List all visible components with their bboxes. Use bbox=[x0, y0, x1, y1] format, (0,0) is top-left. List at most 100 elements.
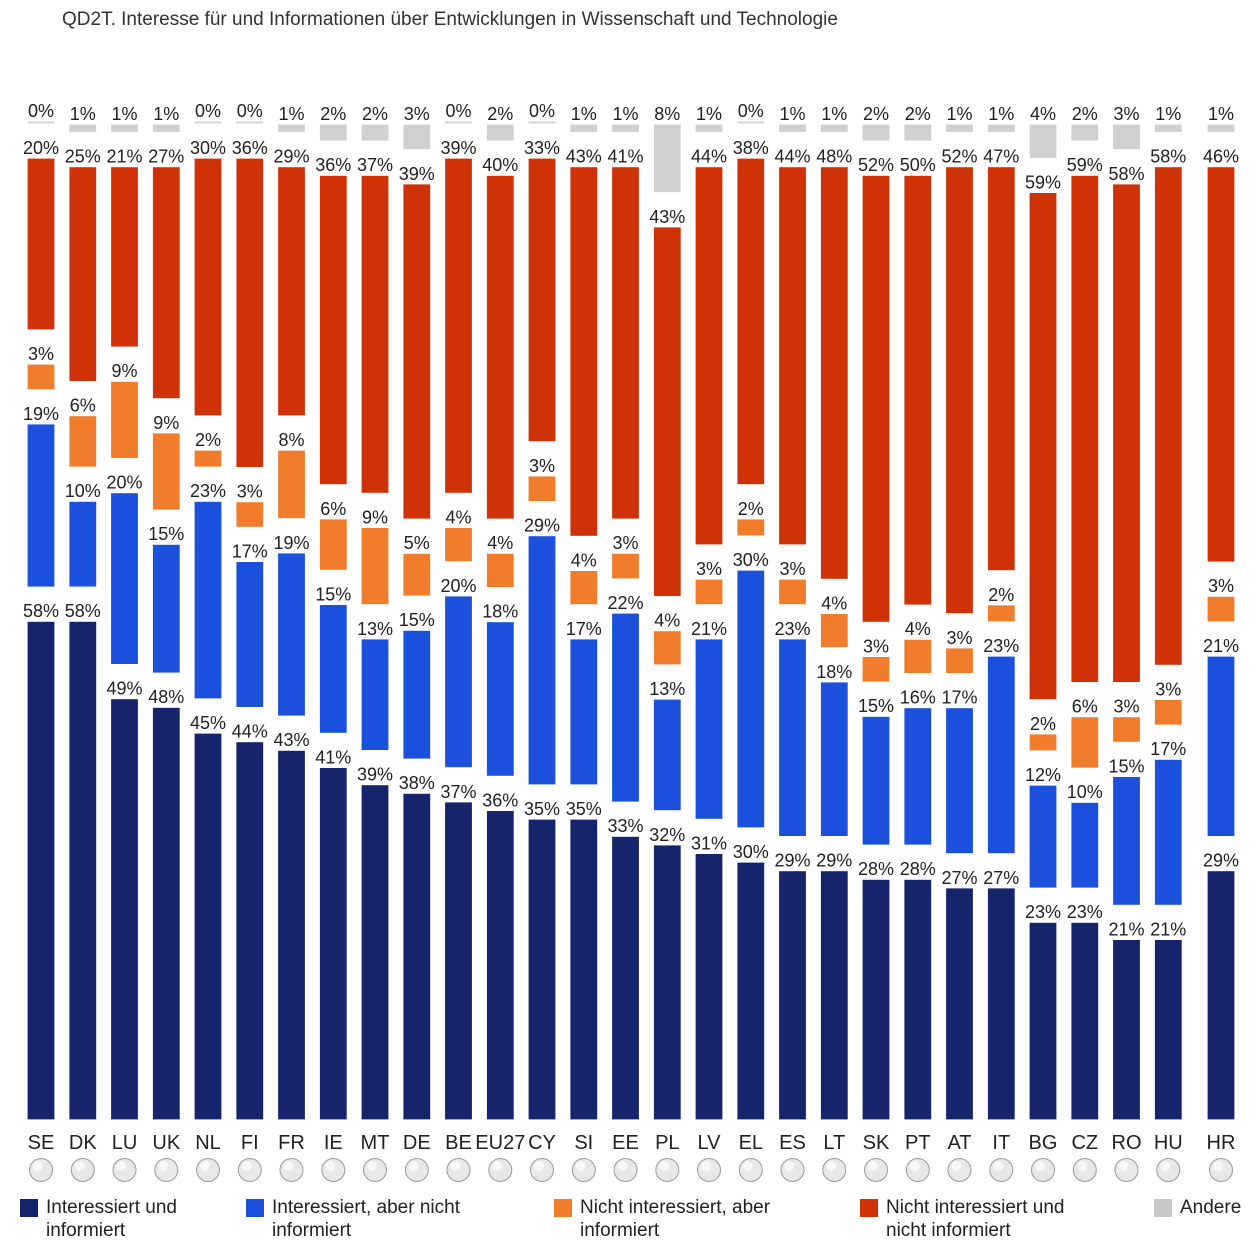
bar-lt-series-2 bbox=[819, 681, 849, 838]
value-label-lv-series-4: 44% bbox=[691, 147, 727, 167]
value-label-lu-series-1: 49% bbox=[106, 679, 142, 699]
bar-nl-series-3 bbox=[193, 449, 223, 468]
value-label-cz-series-4: 59% bbox=[1067, 155, 1103, 175]
bar-mt-series-3 bbox=[360, 526, 390, 606]
value-label-it-series-5: 1% bbox=[988, 104, 1014, 124]
value-label-pl-series-4: 43% bbox=[649, 207, 685, 227]
value-label-dk-series-4: 25% bbox=[65, 147, 101, 167]
flag-be-icon bbox=[446, 1158, 471, 1182]
value-label-es-series-4: 44% bbox=[774, 147, 810, 167]
bar-si-series-2 bbox=[569, 638, 599, 786]
value-label-de-series-5: 3% bbox=[404, 104, 430, 124]
value-label-be-series-5: 0% bbox=[445, 101, 471, 121]
bar-es-series-3 bbox=[777, 578, 808, 606]
bar-si-series-5 bbox=[569, 123, 599, 134]
legend-label: Nicht interessiert, aber informiert bbox=[580, 1197, 771, 1241]
bar-at-series-3 bbox=[944, 647, 975, 675]
bar-nl-series-4 bbox=[193, 157, 223, 417]
category-label-de: DE bbox=[403, 1132, 431, 1154]
value-label-fr-series-3: 8% bbox=[278, 430, 304, 450]
legend-label: Interessiert, aber nicht informiert bbox=[272, 1197, 460, 1241]
bar-lt-series-5 bbox=[819, 123, 849, 134]
value-label-nl-series-3: 2% bbox=[195, 430, 221, 450]
value-labels-layer: 58% 19% 3% 20% 0% 58% 10% 6% 25% 1% 49% 20% 9% 21% 1% 4… bbox=[23, 101, 1239, 939]
flag-si-icon bbox=[571, 1158, 596, 1182]
value-label-si-series-2: 17% bbox=[566, 619, 602, 639]
value-label-sk-series-1: 28% bbox=[858, 859, 894, 879]
bar-ee-series-2 bbox=[610, 612, 641, 803]
bar-fi-series-1 bbox=[235, 740, 265, 1121]
value-label-lt-series-1: 29% bbox=[816, 851, 852, 871]
category-label-sk: SK bbox=[863, 1132, 890, 1154]
bar-dk-series-2 bbox=[68, 500, 98, 588]
value-label-ee-series-4: 41% bbox=[607, 147, 643, 167]
bar-es-series-2 bbox=[777, 638, 808, 838]
value-label-lu-series-3: 9% bbox=[111, 361, 137, 381]
legend-item-3: Nicht interessiert, aber informiert bbox=[554, 1196, 770, 1242]
bar-cz-series-2 bbox=[1070, 801, 1100, 889]
value-label-eu27-series-3: 4% bbox=[487, 533, 513, 553]
bar-fi-series-2 bbox=[235, 560, 265, 709]
bar-se-series-3 bbox=[26, 363, 56, 391]
value-label-de-series-3: 5% bbox=[404, 533, 430, 553]
value-label-fi-series-3: 3% bbox=[237, 482, 263, 502]
value-label-dk-series-3: 6% bbox=[70, 396, 96, 416]
category-label-at: AT bbox=[947, 1132, 971, 1154]
bar-es-series-1 bbox=[777, 869, 808, 1121]
flag-nl-icon bbox=[196, 1158, 220, 1182]
grey-square-icon bbox=[1154, 1199, 1172, 1217]
bar-fr-series-3 bbox=[276, 449, 307, 520]
legend-item-2: Interessiert, aber nicht informiert bbox=[246, 1196, 460, 1242]
bar-nl-series-1 bbox=[193, 732, 223, 1121]
category-label-ie: IE bbox=[324, 1132, 343, 1154]
bar-it-series-1 bbox=[986, 887, 1016, 1121]
value-label-ee-series-1: 33% bbox=[607, 816, 643, 836]
value-label-fr-series-1: 43% bbox=[273, 730, 309, 750]
value-label-se-series-5: 0% bbox=[28, 101, 54, 121]
bar-el-series-3 bbox=[736, 518, 766, 537]
legend-item-5: Andere bbox=[1154, 1196, 1241, 1219]
category-label-pl: PL bbox=[655, 1132, 679, 1154]
bar-es-series-5 bbox=[777, 123, 808, 134]
bar-fr-series-2 bbox=[276, 552, 307, 717]
value-label-hu-series-4: 58% bbox=[1150, 147, 1186, 167]
category-label-el: EL bbox=[739, 1132, 763, 1154]
value-label-lv-series-3: 3% bbox=[696, 559, 722, 579]
value-label-ie-series-2: 15% bbox=[315, 584, 351, 604]
bar-eu27-series-5 bbox=[485, 123, 515, 142]
value-label-pt-series-4: 50% bbox=[900, 155, 936, 175]
value-label-cy-series-2: 29% bbox=[524, 516, 560, 536]
category-label-mt: MT bbox=[361, 1132, 390, 1154]
category-label-uk: UK bbox=[152, 1132, 180, 1154]
value-label-lu-series-5: 1% bbox=[111, 104, 137, 124]
category-label-si: SI bbox=[574, 1132, 593, 1154]
value-label-pt-series-2: 16% bbox=[900, 688, 936, 708]
bar-lu-series-1 bbox=[109, 697, 140, 1121]
value-label-dk-series-1: 58% bbox=[65, 601, 101, 621]
category-label-cz: CZ bbox=[1071, 1132, 1098, 1154]
bar-hr-series-3 bbox=[1206, 595, 1236, 623]
flag-eu-icon bbox=[488, 1158, 513, 1182]
bar-fi-series-5 bbox=[235, 120, 265, 125]
value-label-fi-series-4: 36% bbox=[232, 138, 268, 158]
bar-de-series-5 bbox=[402, 123, 432, 151]
value-label-eu27-series-2: 18% bbox=[482, 602, 518, 622]
bar-mt-series-1 bbox=[360, 783, 390, 1121]
bar-ro-series-5 bbox=[1111, 123, 1142, 151]
bar-ie-series-3 bbox=[318, 518, 348, 571]
value-label-bg-series-4: 59% bbox=[1025, 172, 1061, 192]
value-label-sk-series-3: 3% bbox=[863, 636, 889, 656]
bar-el-series-2 bbox=[736, 569, 766, 829]
bar-be-series-4 bbox=[443, 157, 474, 494]
flag-bg-icon bbox=[1031, 1158, 1055, 1182]
value-label-lv-series-1: 31% bbox=[691, 833, 727, 853]
bar-at-series-4 bbox=[944, 166, 975, 615]
value-label-es-series-1: 29% bbox=[774, 851, 810, 871]
flag-se-icon bbox=[29, 1158, 53, 1182]
value-label-at-series-5: 1% bbox=[946, 104, 972, 124]
value-label-ro-series-3: 3% bbox=[1113, 697, 1139, 717]
value-label-lt-series-5: 1% bbox=[821, 104, 847, 124]
bar-si-series-4 bbox=[569, 166, 599, 537]
value-label-se-series-3: 3% bbox=[28, 344, 54, 364]
value-label-bg-series-2: 12% bbox=[1025, 765, 1061, 785]
